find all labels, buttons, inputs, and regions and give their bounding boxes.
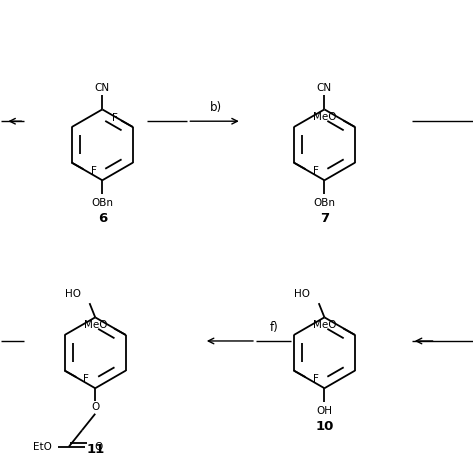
Text: F: F: [112, 113, 118, 123]
Text: MeO: MeO: [313, 112, 336, 122]
Text: F: F: [313, 374, 319, 384]
Text: MeO: MeO: [313, 319, 336, 330]
Text: O: O: [91, 402, 100, 412]
Text: O: O: [95, 442, 103, 452]
Text: b): b): [210, 100, 222, 114]
Text: F: F: [91, 166, 96, 176]
Text: CN: CN: [95, 82, 110, 92]
Text: MeO: MeO: [83, 319, 107, 330]
Text: 7: 7: [320, 211, 329, 225]
Text: OH: OH: [317, 406, 332, 416]
Text: HO: HO: [65, 289, 81, 299]
Text: EtO: EtO: [33, 442, 52, 452]
Text: 6: 6: [98, 211, 107, 225]
Text: 11: 11: [86, 443, 104, 456]
Text: F: F: [83, 374, 89, 384]
Text: f): f): [270, 321, 278, 334]
Text: F: F: [313, 166, 319, 176]
Text: OBn: OBn: [313, 198, 336, 208]
Text: CN: CN: [317, 82, 332, 92]
Text: 10: 10: [315, 419, 334, 433]
Text: OBn: OBn: [91, 198, 113, 208]
Text: HO: HO: [294, 289, 310, 299]
